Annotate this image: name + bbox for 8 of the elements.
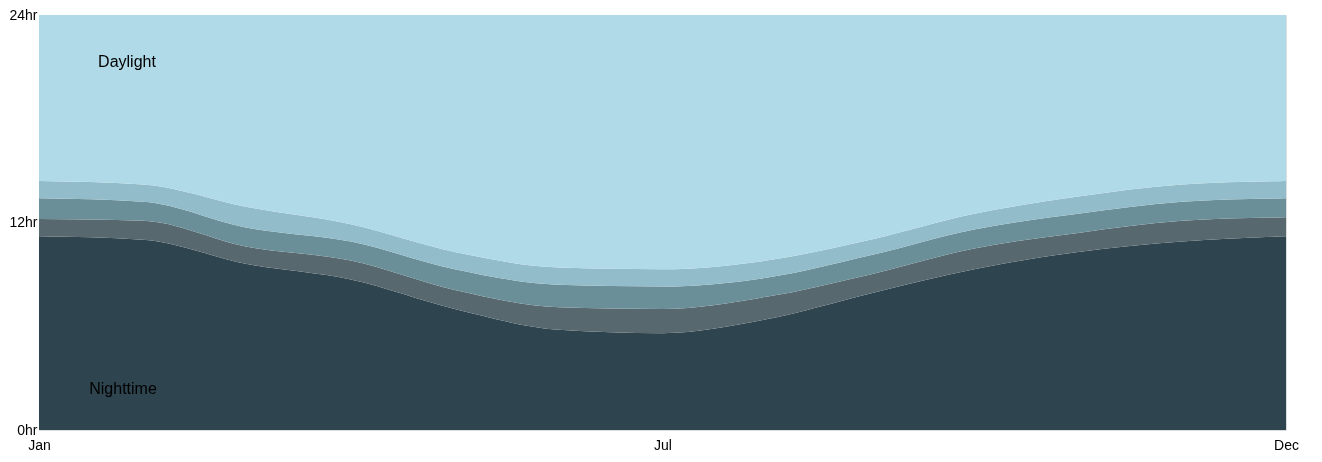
y-tick-label: 12hr xyxy=(9,214,38,230)
x-tick-label: Jul xyxy=(654,436,672,453)
x-tick-label: Jan xyxy=(28,436,51,453)
x-tick-label: Dec xyxy=(1274,436,1299,453)
y-tick-label: 24hr xyxy=(9,6,38,23)
y-tick-label: 0hr xyxy=(17,421,38,438)
annotation: Daylight xyxy=(98,53,157,70)
annotation: Nighttime xyxy=(89,380,157,397)
